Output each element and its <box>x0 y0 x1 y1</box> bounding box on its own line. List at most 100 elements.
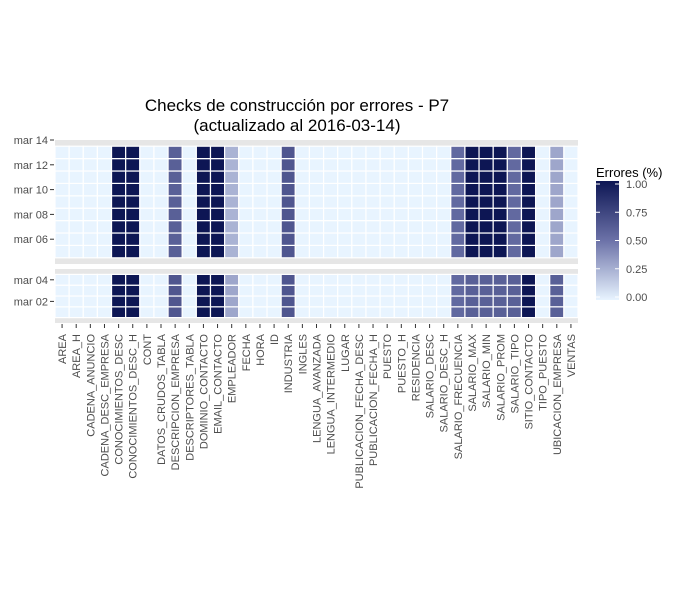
heatmap-cell <box>238 306 254 319</box>
heatmap-cell <box>478 145 494 160</box>
heatmap-cell <box>549 273 565 286</box>
heatmap-cell <box>365 207 381 222</box>
heatmap-cell <box>280 244 296 259</box>
heatmap-cell <box>478 207 494 222</box>
heatmap-cell <box>450 182 466 197</box>
heatmap-cell <box>407 306 424 319</box>
heatmap-cell <box>421 207 438 222</box>
heatmap-cell <box>337 207 353 222</box>
x-tick-label: TIPO_PUESTO <box>538 334 550 411</box>
heatmap-cell <box>534 284 551 297</box>
heatmap-cell <box>506 195 523 209</box>
heatmap-cell <box>407 284 424 297</box>
heatmap-cell <box>450 295 466 308</box>
x-axis: AREA AREA_H CADENA_ANUNCIO CADENA_DESC_EMPR… <box>57 324 578 489</box>
heatmap-cell <box>464 158 480 172</box>
heatmap-cell <box>266 170 282 184</box>
heatmap-cell <box>351 195 367 209</box>
heatmap-cell <box>421 170 438 184</box>
heatmap-cell <box>294 306 311 319</box>
heatmap-cell <box>421 306 438 319</box>
heatmap-cell <box>337 170 353 184</box>
heatmap-cell <box>407 170 424 184</box>
heatmap-cell <box>139 232 155 246</box>
x-tick-label: SALARIO_MIN <box>481 334 493 408</box>
heatmap-cell <box>436 220 452 234</box>
legend-tick-label: 0.25 <box>626 264 647 276</box>
heatmap-cell <box>125 220 141 234</box>
x-tick-label: PUBLICACION_FECHA_DESC <box>354 334 366 489</box>
heatmap-cell <box>167 273 183 286</box>
heatmap-cell <box>110 195 127 209</box>
heatmap-cell <box>322 232 339 246</box>
heatmap-cell <box>82 284 99 297</box>
heatmap-cell <box>110 158 127 172</box>
heatmap-cell <box>534 207 551 222</box>
heatmap-cell <box>351 232 367 246</box>
heatmap-cell <box>280 158 296 172</box>
heatmap-cell <box>252 195 268 209</box>
heatmap-cell <box>224 284 240 297</box>
x-tick-label: DESCRIPCION_EMPRESA <box>170 333 182 470</box>
heatmap-cell <box>478 195 494 209</box>
heatmap-cell <box>365 244 381 259</box>
heatmap-cell <box>450 220 466 234</box>
heatmap-cell <box>534 158 551 172</box>
heatmap-cell <box>280 195 296 209</box>
heatmap-cell <box>322 273 339 286</box>
heatmap-cell <box>195 145 212 160</box>
heatmap-cell <box>224 195 240 209</box>
heatmap-cell <box>96 244 113 259</box>
heatmap-cell <box>195 195 212 209</box>
heatmap-cell <box>478 306 494 319</box>
heatmap-cell <box>549 145 565 160</box>
heatmap-cell <box>549 195 565 209</box>
heatmap-cell <box>337 220 353 234</box>
heatmap-cell <box>68 273 84 286</box>
heatmap-cell <box>393 195 409 209</box>
heatmap-cell <box>308 158 325 172</box>
heatmap-cell <box>224 232 240 246</box>
heatmap-cell <box>110 170 127 184</box>
heatmap-cell <box>82 273 99 286</box>
heatmap-cell <box>266 295 282 308</box>
x-tick-label: CADENA_ANUNCIO <box>85 334 97 437</box>
heatmap-cell <box>68 306 84 319</box>
heatmap-cell <box>549 232 565 246</box>
heatmap-cell <box>125 145 141 160</box>
heatmap-cell <box>407 182 424 197</box>
x-tick-label: CONOCIMIENTOS_DESC <box>114 334 126 465</box>
heatmap-cell <box>450 232 466 246</box>
heatmap-cell <box>379 284 395 297</box>
heatmap-cell <box>520 170 537 184</box>
heatmap-cell <box>96 232 113 246</box>
heatmap-cell <box>252 182 268 197</box>
legend-title: Errores (%) <box>596 165 662 180</box>
heatmap-cell <box>238 182 254 197</box>
x-tick-label: SALARIO_DESC_H <box>439 334 451 432</box>
heatmap-cell <box>379 170 395 184</box>
heatmap-cell <box>68 182 84 197</box>
heatmap-cell <box>379 306 395 319</box>
heatmap-cell <box>520 195 537 209</box>
x-tick-label: EMPLEADOR <box>227 334 239 403</box>
x-tick-label: DATOS_CRUDOS_TABLA <box>156 333 168 464</box>
heatmap-cell <box>534 273 551 286</box>
heatmap-cell <box>110 273 127 286</box>
heatmap-cell <box>110 295 127 308</box>
heatmap-cell <box>351 273 367 286</box>
heatmap-cell <box>266 220 282 234</box>
heatmap-cell <box>280 306 296 319</box>
heatmap-cell <box>54 145 70 160</box>
heatmap-cell <box>82 145 99 160</box>
heatmap-cell <box>294 182 311 197</box>
heatmap-cell <box>450 306 466 319</box>
heatmap-cell <box>82 244 99 259</box>
x-tick-label: INGLES <box>297 334 309 374</box>
heatmap-cell <box>379 195 395 209</box>
heatmap-cell <box>96 207 113 222</box>
heatmap-cell <box>54 182 70 197</box>
heatmap-cell <box>520 220 537 234</box>
heatmap-cell <box>266 207 282 222</box>
x-tick-label: ID <box>269 334 281 345</box>
